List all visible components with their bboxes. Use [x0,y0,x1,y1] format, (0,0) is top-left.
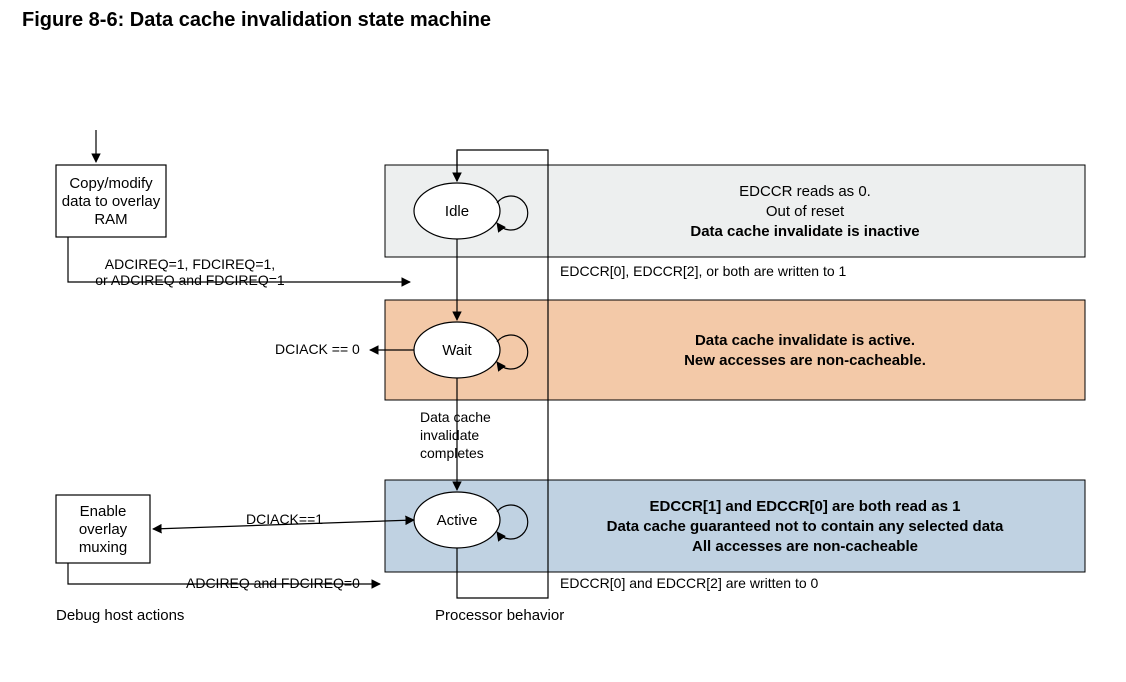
edge-label-proc-written-1: EDCCR[0], EDCCR[2], or both are written … [560,263,847,279]
panel-active_panel-line: All accesses are non-cacheable [692,538,918,555]
state-node-active-label: Active [437,512,478,529]
host-box-copy_modify-line: data to overlay [62,193,161,210]
edge-label-proc-written-0: EDCCR[0] and EDCCR[2] are written to 0 [560,575,819,591]
panel-idle_panel-line: Data cache invalidate is inactive [690,223,919,240]
panel-idle_panel-line: Out of reset [766,203,845,220]
footer-debug-host: Debug host actions [56,607,184,624]
host-box-copy_modify-line: Copy/modify [69,175,153,192]
state-node-idle-label: Idle [445,203,469,220]
edge-label-cache-completes: invalidate [420,427,479,443]
host-box-copy_modify-line: RAM [94,211,127,228]
edge-label-dciack-one: DCIACK==1 [246,511,323,527]
edge-label-host-clear-req: ADCIREQ and FDCIREQ=0 [186,575,360,591]
edge-label-dciack-zero: DCIACK == 0 [275,341,360,357]
edge-label-cache-completes: completes [420,445,484,461]
state-node-wait-label: Wait [442,342,472,359]
panel-wait_panel-line: Data cache invalidate is active. [695,332,915,349]
edge-label-host-send-req: or ADCIREQ and FDCIREQ=1 [95,272,285,288]
panel-wait_panel-line: New accesses are non-cacheable. [684,352,926,369]
host-box-enable_overlay-line: Enable [80,503,127,520]
figure-title: Figure 8-6: Data cache invalidation stat… [22,9,491,31]
host-box-enable_overlay-line: muxing [79,539,127,556]
edge-label-cache-completes: Data cache [420,409,491,425]
host-box-enable_overlay-line: overlay [79,521,128,538]
panel-idle_panel-line: EDCCR reads as 0. [739,183,871,200]
edge-label-host-send-req: ADCIREQ=1, FDCIREQ=1, [105,256,275,272]
panel-active_panel-line: EDCCR[1] and EDCCR[0] are both read as 1 [650,498,961,515]
footer-processor: Processor behavior [435,607,564,624]
panel-active_panel-line: Data cache guaranteed not to contain any… [607,518,1004,535]
